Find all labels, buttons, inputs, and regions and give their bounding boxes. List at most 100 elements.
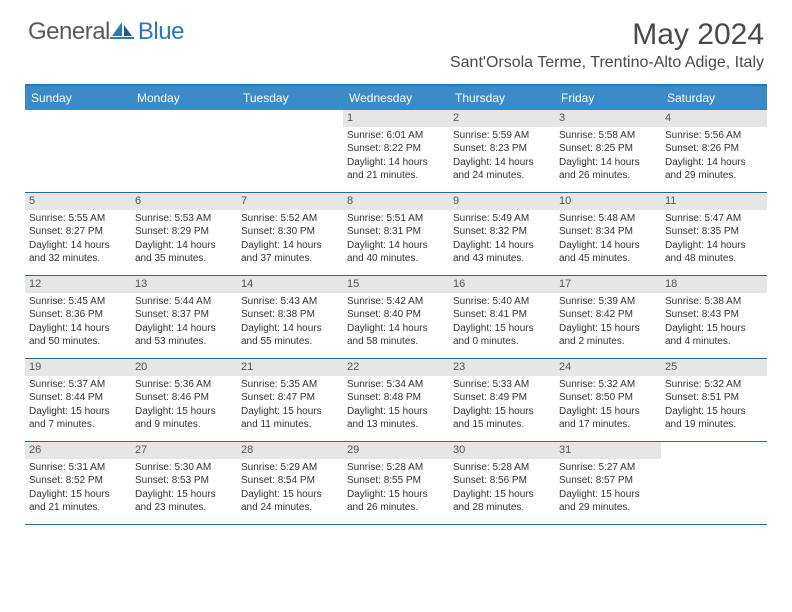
day-number: 2 bbox=[449, 110, 555, 127]
sunset-line: Sunset: 8:25 PM bbox=[559, 142, 657, 156]
daylight-line: Daylight: 15 hours and 23 minutes. bbox=[135, 488, 233, 515]
day-cell: 3Sunrise: 5:58 AMSunset: 8:25 PMDaylight… bbox=[555, 110, 661, 192]
day-cell: 9 Sunrise: 5:49 AMSunset: 8:32 PMDaylight… bbox=[449, 193, 555, 275]
weekday-header: Sunday bbox=[25, 86, 131, 110]
sunset-line: Sunset: 8:34 PM bbox=[559, 225, 657, 239]
sunrise-line: Sunrise: 5:42 AM bbox=[347, 295, 445, 309]
day-number: 19 bbox=[25, 359, 131, 376]
sunset-line: Sunset: 8:30 PM bbox=[241, 225, 339, 239]
sunrise-line: Sunrise: 5:32 AM bbox=[559, 378, 657, 392]
calendar: SundayMondayTuesdayWednesdayThursdayFrid… bbox=[25, 84, 767, 525]
sunrise-line: Sunrise: 5:51 AM bbox=[347, 212, 445, 226]
day-cell: 13Sunrise: 5:44 AMSunset: 8:37 PMDayligh… bbox=[131, 276, 237, 358]
week-row: 19 Sunrise: 5:37 AMSunset: 8:44 PM Dayligh… bbox=[25, 359, 767, 442]
day-number: 9 bbox=[449, 193, 555, 210]
sunrise-line: Sunrise: 5:37 AM bbox=[29, 378, 127, 392]
day-number: 23 bbox=[449, 359, 555, 376]
daylight-line: Daylight: 15 hours and 17 minutes. bbox=[559, 405, 657, 432]
sunrise-line: Sunrise: 5:56 AM bbox=[665, 129, 763, 143]
week-row: 26 Sunrise: 5:31 AMSunset: 8:52 PM Dayligh… bbox=[25, 442, 767, 525]
sunset-line: Sunset: 8:52 PM bbox=[29, 474, 127, 488]
daylight-line: Daylight: 14 hours and 24 minutes. bbox=[453, 156, 551, 183]
weekday-header: Wednesday bbox=[343, 86, 449, 110]
sunrise-line: Sunrise: 5:43 AM bbox=[241, 295, 339, 309]
day-number: 18 bbox=[661, 276, 767, 293]
sunset-line: Sunset: 8:35 PM bbox=[665, 225, 763, 239]
sunrise-line: Sunrise: 5:48 AM bbox=[559, 212, 657, 226]
day-cell: 1Sunrise: 6:01 AMSunset: 8:22 PMDaylight… bbox=[343, 110, 449, 192]
day-cell: 8Sunrise: 5:51 AMSunset: 8:31 PMDaylight… bbox=[343, 193, 449, 275]
daylight-line: Daylight: 15 hours and 29 minutes. bbox=[559, 488, 657, 515]
day-cell: 29Sunrise: 5:28 AMSunset: 8:55 PMDayligh… bbox=[343, 442, 449, 524]
day-cell: 31 Sunrise: 5:27 AMSunset: 8:57 PMDayligh… bbox=[555, 442, 661, 524]
daylight-line: Daylight: 15 hours and 26 minutes. bbox=[347, 488, 445, 515]
sunset-line: Sunset: 8:49 PM bbox=[453, 391, 551, 405]
sunset-line: Sunset: 8:48 PM bbox=[347, 391, 445, 405]
sunrise-line: Sunrise: 5:55 AM bbox=[29, 212, 127, 226]
day-number: 26 bbox=[25, 442, 131, 459]
day-number: 1 bbox=[343, 110, 449, 127]
day-cell: 14Sunrise: 5:43 AMSunset: 8:38 PMDayligh… bbox=[237, 276, 343, 358]
sunrise-line: Sunrise: 5:31 AM bbox=[29, 461, 127, 475]
day-number: 11 bbox=[661, 193, 767, 210]
day-number: 22 bbox=[343, 359, 449, 376]
weekday-header: Tuesday bbox=[237, 86, 343, 110]
daylight-line: Daylight: 14 hours and 43 minutes. bbox=[453, 239, 551, 266]
day-cell: 12Sunrise: 5:45 AMSunset: 8:36 PMDayligh… bbox=[25, 276, 131, 358]
sunset-line: Sunset: 8:55 PM bbox=[347, 474, 445, 488]
sunrise-line: Sunrise: 5:52 AM bbox=[241, 212, 339, 226]
daylight-line: Daylight: 14 hours and 45 minutes. bbox=[559, 239, 657, 266]
page-header: General Blue May 2024 Sant'Orsola Terme,… bbox=[0, 0, 792, 76]
day-cell: 17Sunrise: 5:39 AMSunset: 8:42 PMDayligh… bbox=[555, 276, 661, 358]
weekday-header: Friday bbox=[555, 86, 661, 110]
sunset-line: Sunset: 8:53 PM bbox=[135, 474, 233, 488]
day-number: 27 bbox=[131, 442, 237, 459]
day-cell: 24Sunrise: 5:32 AMSunset: 8:50 PMDayligh… bbox=[555, 359, 661, 441]
sunrise-line: Sunrise: 5:34 AM bbox=[347, 378, 445, 392]
sunset-line: Sunset: 8:57 PM bbox=[559, 474, 657, 488]
day-cell bbox=[131, 110, 237, 192]
daylight-line: Daylight: 14 hours and 21 minutes. bbox=[347, 156, 445, 183]
sunset-line: Sunset: 8:42 PM bbox=[559, 308, 657, 322]
daylight-line: Daylight: 14 hours and 32 minutes. bbox=[29, 239, 127, 266]
day-number: 25 bbox=[661, 359, 767, 376]
weekday-header: Monday bbox=[131, 86, 237, 110]
sunset-line: Sunset: 8:29 PM bbox=[135, 225, 233, 239]
day-number: 21 bbox=[237, 359, 343, 376]
title-block: May 2024 Sant'Orsola Terme, Trentino-Alt… bbox=[450, 18, 764, 72]
logo-text-general: General bbox=[28, 18, 110, 46]
sunrise-line: Sunrise: 5:27 AM bbox=[559, 461, 657, 475]
day-cell: 19Sunrise: 5:37 AMSunset: 8:44 PMDayligh… bbox=[25, 359, 131, 441]
sunrise-line: Sunrise: 5:53 AM bbox=[135, 212, 233, 226]
day-number: 12 bbox=[25, 276, 131, 293]
sunrise-line: Sunrise: 5:49 AM bbox=[453, 212, 551, 226]
daylight-line: Daylight: 14 hours and 37 minutes. bbox=[241, 239, 339, 266]
day-cell: 21Sunrise: 5:35 AMSunset: 8:47 PMDayligh… bbox=[237, 359, 343, 441]
sunset-line: Sunset: 8:41 PM bbox=[453, 308, 551, 322]
day-cell: 16Sunrise: 5:40 AMSunset: 8:41 PMDayligh… bbox=[449, 276, 555, 358]
sunset-line: Sunset: 8:46 PM bbox=[135, 391, 233, 405]
daylight-line: Daylight: 14 hours and 55 minutes. bbox=[241, 322, 339, 349]
day-cell: 15 Sunrise: 5:42 AMSunset: 8:40 PMDayligh… bbox=[343, 276, 449, 358]
sunset-line: Sunset: 8:43 PM bbox=[665, 308, 763, 322]
daylight-line: Daylight: 15 hours and 28 minutes. bbox=[453, 488, 551, 515]
day-number: 24 bbox=[555, 359, 661, 376]
sunset-line: Sunset: 8:37 PM bbox=[135, 308, 233, 322]
sunset-line: Sunset: 8:44 PM bbox=[29, 391, 127, 405]
sunrise-line: Sunrise: 5:28 AM bbox=[453, 461, 551, 475]
sunrise-line: Sunrise: 6:01 AM bbox=[347, 129, 445, 143]
day-number: 3 bbox=[555, 110, 661, 127]
sunset-line: Sunset: 8:40 PM bbox=[347, 308, 445, 322]
day-cell: 10Sunrise: 5:48 AMSunset: 8:34 PMDayligh… bbox=[555, 193, 661, 275]
daylight-line: Daylight: 15 hours and 4 minutes. bbox=[665, 322, 763, 349]
sunset-line: Sunset: 8:26 PM bbox=[665, 142, 763, 156]
sunset-line: Sunset: 8:32 PM bbox=[453, 225, 551, 239]
day-cell: 25Sunrise: 5:32 AMSunset: 8:51 PMDayligh… bbox=[661, 359, 767, 441]
day-number: 31 bbox=[555, 442, 661, 459]
daylight-line: Daylight: 14 hours and 58 minutes. bbox=[347, 322, 445, 349]
day-number: 4 bbox=[661, 110, 767, 127]
day-number: 15 bbox=[343, 276, 449, 293]
week-row: 12Sunrise: 5:45 AMSunset: 8:36 PMDayligh… bbox=[25, 276, 767, 359]
weekday-header: Saturday bbox=[661, 86, 767, 110]
day-cell bbox=[237, 110, 343, 192]
